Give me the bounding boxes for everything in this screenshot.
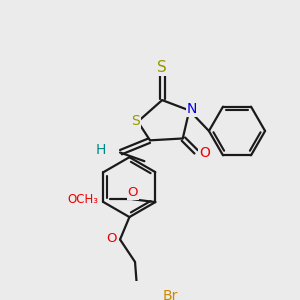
Text: H: H xyxy=(95,143,106,157)
Text: OCH₃: OCH₃ xyxy=(67,193,98,206)
Text: O: O xyxy=(199,146,210,161)
Text: N: N xyxy=(187,101,197,116)
Text: O: O xyxy=(128,186,138,199)
Text: O: O xyxy=(106,232,117,245)
Text: S: S xyxy=(131,114,140,128)
Text: S: S xyxy=(157,60,167,75)
Text: Br: Br xyxy=(163,289,178,300)
